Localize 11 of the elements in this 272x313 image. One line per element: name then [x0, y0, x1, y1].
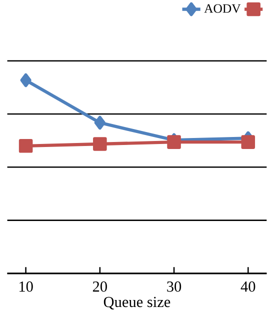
point [241, 135, 256, 149]
x-tick-label: 20 [93, 281, 108, 292]
x-tick-label: 40 [240, 281, 256, 292]
point [20, 73, 32, 88]
x-tick-label: 10 [20, 281, 34, 292]
point [19, 139, 33, 153]
point [94, 116, 106, 130]
x-axis-title: Queue size [104, 296, 170, 310]
x-tick-label: 30 [167, 281, 182, 292]
point [93, 137, 107, 151]
legend-label: AODV [204, 4, 241, 13]
